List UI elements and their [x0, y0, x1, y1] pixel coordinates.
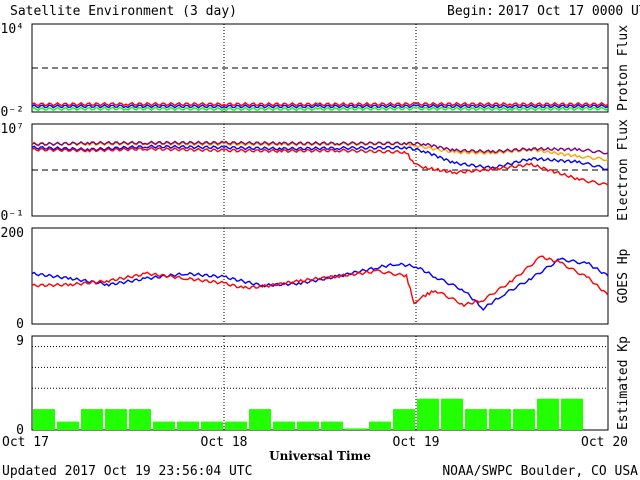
x-tick-label: Oct 17: [2, 435, 49, 450]
y-tick-label-bottom: 10⁻²: [0, 105, 24, 120]
y-axis-label: Proton Flux: [616, 25, 631, 111]
kp-bar: [417, 398, 439, 430]
kp-bar: [105, 409, 127, 430]
begin-value: 2017 Oct 17 0000 UTC: [498, 4, 640, 19]
y-tick-label-top: 10⁷: [1, 122, 24, 137]
panel-frame-4: [31, 335, 609, 431]
y-tick-label-bottom: 0: [16, 317, 24, 332]
kp-bar: [369, 421, 391, 430]
kp-bar: [465, 409, 487, 430]
kp-bar: [441, 398, 463, 430]
series-line-green: [31, 106, 609, 112]
x-tick-label: Oct 20: [581, 435, 628, 450]
kp-bar: [129, 409, 151, 430]
y-tick-label-top: 200: [1, 226, 24, 241]
kp-bar: [81, 409, 103, 430]
kp-bar: [393, 409, 415, 430]
series-line-red: [31, 255, 609, 308]
series-line-blue: [31, 103, 609, 109]
panel-frame-1: [31, 23, 609, 113]
series-line-blue: [31, 144, 609, 171]
y-tick-label-bottom: 0: [16, 423, 24, 438]
updated-timestamp: Updated 2017 Oct 19 23:56:04 UTC: [2, 464, 252, 479]
y-tick-label-top: 9: [16, 334, 24, 349]
kp-bar: [273, 421, 295, 430]
kp-bar: [249, 409, 271, 430]
kp-bar: [33, 409, 55, 430]
series-line-purple: [31, 140, 609, 155]
series-line-red: [31, 146, 609, 186]
series-line-blue: [31, 257, 609, 311]
x-axis-title: Universal Time: [269, 449, 371, 463]
kp-bar: [225, 421, 247, 430]
panel-frame-2: [31, 123, 609, 217]
series-line-red: [31, 101, 609, 107]
chart-title: Satellite Environment (3 day): [10, 4, 237, 19]
x-tick-label: Oct 18: [201, 435, 248, 450]
kp-bar: [153, 421, 175, 430]
panel-frame-3: [31, 227, 609, 325]
y-axis-label: Estimated Kp: [616, 336, 631, 430]
y-axis-label: GOES Hp: [616, 248, 631, 303]
kp-bar: [201, 421, 223, 430]
kp-bar: [321, 421, 343, 430]
x-tick-label: Oct 19: [393, 435, 440, 450]
kp-bar: [177, 421, 199, 430]
kp-bar: [57, 421, 79, 430]
kp-bar: [513, 409, 535, 430]
kp-bar: [561, 398, 583, 430]
begin-label: Begin:: [447, 4, 494, 19]
y-tick-label-top: 10⁴: [1, 22, 24, 37]
y-tick-label-bottom: 10⁻¹: [0, 209, 24, 224]
data-source: NOAA/SWPC Boulder, CO USA: [442, 464, 638, 479]
kp-bar: [297, 421, 319, 430]
kp-bar: [345, 428, 367, 430]
y-axis-label: Electron Flux: [616, 119, 631, 221]
kp-bar: [537, 398, 559, 430]
kp-bar: [489, 409, 511, 430]
